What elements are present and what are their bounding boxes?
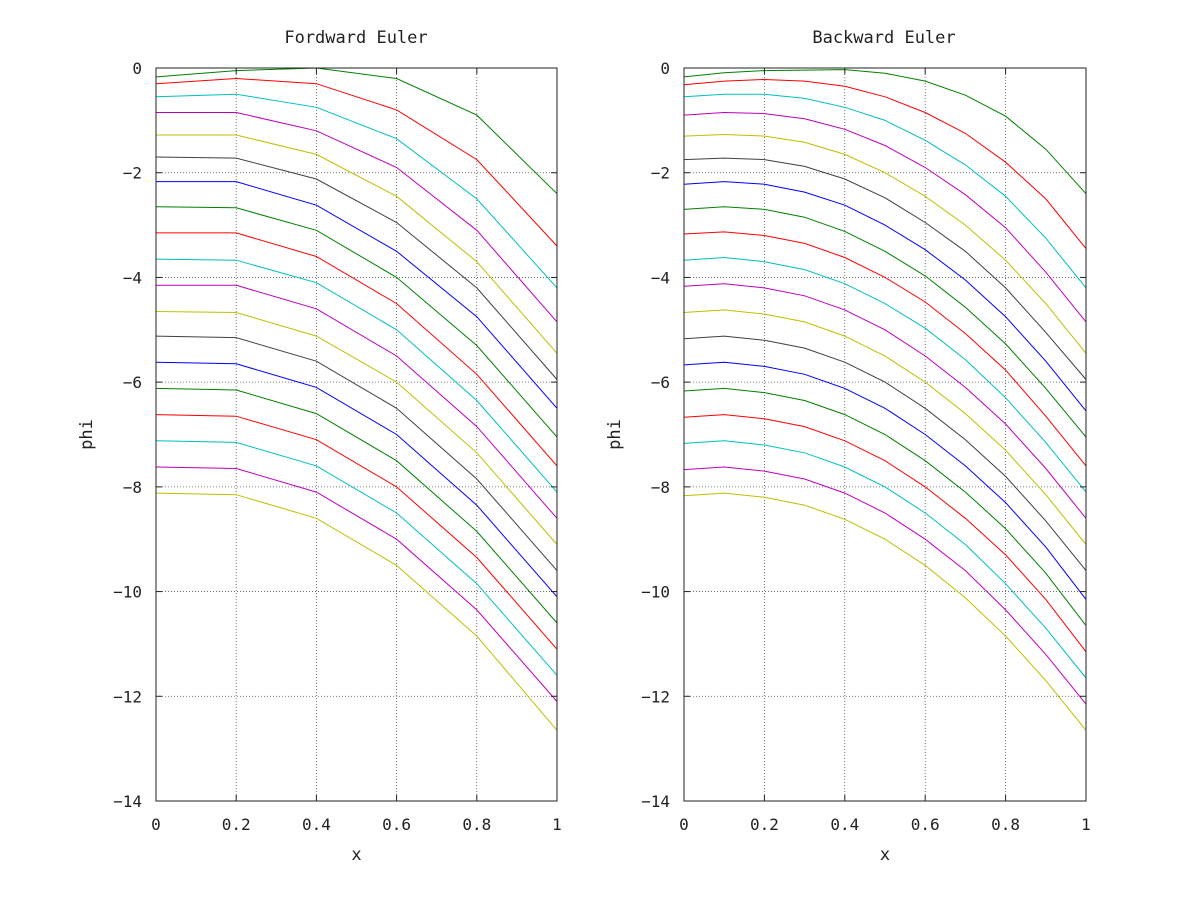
- x-tick-label: 0: [151, 815, 161, 834]
- series-line-15: [155, 387, 558, 624]
- y-axis-label: phi: [77, 419, 97, 450]
- y-tick-label: −6: [651, 373, 670, 392]
- series-line-19: [155, 492, 558, 731]
- series-line-16: [683, 414, 1087, 653]
- y-tick-label: −12: [641, 687, 670, 706]
- series-line-11: [156, 284, 558, 519]
- x-tick-label: 0.6: [911, 815, 940, 834]
- series-line-17: [683, 440, 1087, 679]
- chart-panel-1: 0 0.2 0.4 0.6 0.8 1 0 −2 −4 −6 −8 −10 −12 −14 Fordward…: [77, 28, 562, 865]
- series-line-17: [155, 440, 558, 676]
- x-tick-label: 0.2: [750, 815, 779, 834]
- series-line-13: [683, 335, 1087, 571]
- y-tick-label: −10: [113, 583, 142, 602]
- series-line-15: [683, 387, 1087, 626]
- series-line-5: [683, 133, 1087, 354]
- x-tick-label: 0.4: [302, 815, 331, 834]
- y-tick-label: −8: [123, 478, 142, 497]
- series-line-7: [156, 181, 558, 409]
- series-line-3: [155, 93, 558, 289]
- x-axis-label: x: [880, 845, 890, 865]
- series-line-13: [155, 335, 558, 571]
- series-line-18: [155, 466, 558, 702]
- series-line-8: [683, 206, 1087, 438]
- series-line-3: [683, 93, 1087, 289]
- series-line-12: [683, 309, 1087, 545]
- y-tick-label: −10: [641, 583, 670, 602]
- series-line-1: [683, 69, 1087, 195]
- plot-frame: [683, 67, 1087, 802]
- y-tick-label: −4: [651, 268, 670, 287]
- y-tick-label: −2: [651, 164, 670, 183]
- plot-frame: [155, 67, 558, 802]
- x-tick-label: 1: [552, 815, 562, 834]
- x-tick-label: 0.8: [991, 815, 1020, 834]
- series-line-4: [683, 111, 1087, 323]
- chart-panel-2: 0 0.2 0.4 0.6 0.8 1 0 −2 −4 −6 −8 −10 −12 −14 Backward…: [605, 28, 1091, 865]
- chart-title: Fordward Euler: [284, 28, 427, 48]
- x-axis-label: x: [351, 845, 361, 865]
- y-tick-label: −14: [113, 792, 142, 811]
- series-line-6: [683, 157, 1087, 380]
- x-tick-label: 0.4: [830, 815, 859, 834]
- y-axis-label: phi: [605, 419, 625, 450]
- series-line-9: [683, 231, 1087, 467]
- series-line-2: [155, 77, 558, 247]
- x-tick-label: 0.2: [222, 815, 251, 834]
- series-line-10: [155, 258, 558, 493]
- series-line-4: [156, 112, 558, 323]
- series-line-12: [155, 311, 558, 545]
- series-line-18: [683, 466, 1087, 705]
- x-tick-label: 0.6: [382, 815, 411, 834]
- series-line-8: [155, 206, 558, 438]
- y-tick-label: −6: [123, 373, 142, 392]
- series-line-5: [156, 134, 558, 354]
- y-tick-label: −14: [641, 792, 670, 811]
- y-tick-label: 0: [660, 59, 670, 78]
- series-line-6: [155, 156, 558, 380]
- y-tick-label: −4: [123, 268, 142, 287]
- y-tick-label: −12: [113, 687, 142, 706]
- series-line-19: [683, 492, 1087, 731]
- y-tick-label: −8: [651, 478, 670, 497]
- series-line-11: [683, 283, 1087, 519]
- x-tick-label: 0.8: [462, 815, 491, 834]
- x-tick-label: 1: [1081, 815, 1091, 834]
- series-line-2: [683, 78, 1087, 249]
- y-tick-label: 0: [132, 59, 142, 78]
- chart-title: Backward Euler: [812, 28, 955, 48]
- series-line-14: [683, 361, 1087, 600]
- series-line-10: [683, 256, 1087, 493]
- series-line-7: [683, 181, 1087, 412]
- series-line-16: [155, 414, 558, 650]
- series-line-14: [155, 361, 558, 598]
- series-line-9: [156, 232, 558, 467]
- x-tick-label: 0: [679, 815, 689, 834]
- series-line-1: [155, 67, 558, 195]
- y-tick-label: −2: [123, 164, 142, 183]
